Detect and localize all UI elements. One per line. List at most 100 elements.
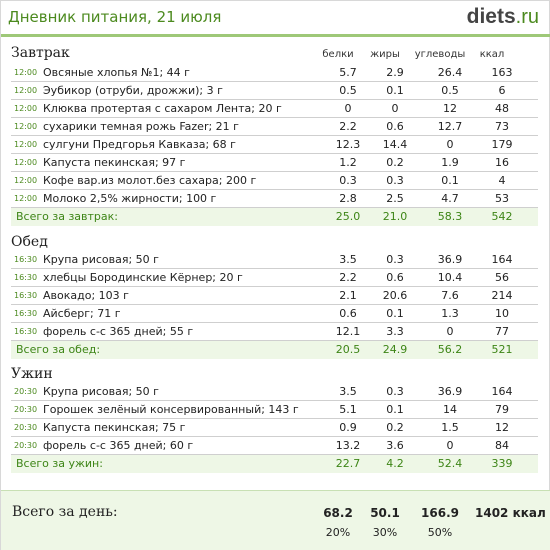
food-fat: 0.1	[386, 307, 404, 320]
food-fat: 0.1	[386, 84, 404, 97]
food-fat: 0.1	[386, 403, 404, 416]
food-kcal: 179	[491, 138, 513, 151]
column-header-carbs: углеводы	[414, 49, 466, 60]
food-row[interactable]: 12:00 Кофе вар.из молот.без сахара; 200 …	[11, 172, 538, 190]
total-fat: 4.2	[386, 457, 404, 470]
food-time: 12:00	[14, 176, 38, 185]
food-row[interactable]: 20:30 форель с-с 365 дней; 60 г 13.2 3.6…	[11, 437, 538, 455]
food-fat: 0.6	[386, 120, 404, 133]
food-row[interactable]: 12:00 сухарики темная рожь Fazer; 21 г 2…	[11, 118, 538, 136]
food-carbs: 14	[443, 403, 457, 416]
total-protein: 20.5	[335, 343, 361, 356]
food-kcal: 163	[491, 66, 513, 79]
food-row[interactable]: 12:00 сулгуни Предгорья Кавказа; 68 г 12…	[11, 136, 538, 154]
food-carbs: 0	[446, 325, 454, 338]
meal-title-lunch: Обед	[11, 234, 48, 250]
food-name[interactable]: Капуста пекинская; 97 г	[43, 156, 186, 169]
food-time: 12:00	[14, 194, 38, 203]
food-name[interactable]: Эубикор (отруби, дрожжи); 3 г	[43, 84, 223, 97]
food-kcal: 56	[495, 271, 509, 284]
food-protein: 12.1	[335, 325, 361, 338]
food-row[interactable]: 16:30 Айсберг; 71 г 0.6 0.1 1.3 10	[11, 305, 538, 323]
food-fat: 2.9	[386, 66, 404, 79]
food-row[interactable]: 20:30 Горошек зелёный консервированный; …	[11, 401, 538, 419]
food-kcal: 6	[498, 84, 506, 97]
food-name[interactable]: Айсберг; 71 г	[43, 307, 121, 320]
food-name[interactable]: Авокадо; 103 г	[43, 289, 129, 302]
food-protein: 3.5	[339, 253, 357, 266]
food-fat: 0.2	[386, 421, 404, 434]
food-fat: 2.5	[386, 192, 404, 205]
food-carbs: 36.9	[437, 253, 463, 266]
food-name[interactable]: Крупа рисовая; 50 г	[43, 385, 159, 398]
food-protein: 3.5	[339, 385, 357, 398]
food-protein: 1.2	[339, 156, 357, 169]
column-header-fat: жиры	[370, 49, 400, 60]
total-protein: 22.7	[335, 457, 361, 470]
food-row[interactable]: 16:30 Авокадо; 103 г 2.1 20.6 7.6 214	[11, 287, 538, 305]
food-time: 12:00	[14, 122, 38, 131]
day-total-protein: 68.2	[323, 506, 353, 520]
meal-total-lunch: Всего за обед: 20.5 24.9 56.2 521	[11, 341, 538, 359]
food-protein: 0	[344, 102, 352, 115]
food-kcal: 10	[495, 307, 509, 320]
food-time: 16:30	[14, 255, 38, 264]
food-protein: 0.3	[339, 174, 357, 187]
food-carbs: 4.7	[441, 192, 459, 205]
food-fat: 0.3	[386, 385, 404, 398]
food-kcal: 73	[495, 120, 509, 133]
food-row[interactable]: 12:00 Клюква протертая с сахаром Лента; …	[11, 100, 538, 118]
food-row[interactable]: 20:30 Капуста пекинская; 75 г 0.9 0.2 1.…	[11, 419, 538, 437]
total-carbs: 56.2	[437, 343, 463, 356]
food-kcal: 164	[491, 385, 513, 398]
food-protein: 5.7	[339, 66, 357, 79]
food-name[interactable]: Молоко 2,5% жирности; 100 г	[43, 192, 217, 205]
food-name[interactable]: форель с-с 365 дней; 60 г	[43, 439, 194, 452]
food-name[interactable]: Крупа рисовая; 50 г	[43, 253, 159, 266]
day-carbs-percent: 50%	[427, 526, 453, 539]
food-kcal: 77	[495, 325, 509, 338]
food-time: 12:00	[14, 68, 38, 77]
food-fat: 0.3	[386, 174, 404, 187]
food-row[interactable]: 20:30 Крупа рисовая; 50 г 3.5 0.3 36.9 1…	[11, 383, 538, 401]
food-fat: 20.6	[382, 289, 408, 302]
food-protein: 2.2	[339, 271, 357, 284]
food-row[interactable]: 12:00 Капуста пекинская; 97 г 1.2 0.2 1.…	[11, 154, 538, 172]
food-protein: 2.2	[339, 120, 357, 133]
food-name[interactable]: хлебцы Бородинские Кёрнер; 20 г	[43, 271, 243, 284]
total-carbs: 58.3	[437, 210, 463, 223]
food-name[interactable]: Кофе вар.из молот.без сахара; 200 г	[43, 174, 257, 187]
food-carbs: 26.4	[437, 66, 463, 79]
page-title: Дневник питания, 21 июля	[8, 8, 222, 26]
food-name[interactable]: Клюква протертая с сахаром Лента; 20 г	[43, 102, 282, 115]
food-carbs: 0	[446, 138, 454, 151]
food-row[interactable]: 16:30 форель с-с 365 дней; 55 г 12.1 3.3…	[11, 323, 538, 341]
food-row[interactable]: 12:00 Молоко 2,5% жирности; 100 г 2.8 2.…	[11, 190, 538, 208]
total-fat: 21.0	[382, 210, 408, 223]
food-kcal: 48	[495, 102, 509, 115]
food-protein: 13.2	[335, 439, 361, 452]
food-row[interactable]: 16:30 хлебцы Бородинские Кёрнер; 20 г 2.…	[11, 269, 538, 287]
food-time: 20:30	[14, 441, 38, 450]
meal-title-breakfast: Завтрак	[11, 45, 70, 61]
food-name[interactable]: Горошек зелёный консервированный; 143 г	[43, 403, 299, 416]
food-protein: 5.1	[339, 403, 357, 416]
site-logo[interactable]: diets.ru	[467, 5, 539, 29]
food-protein: 0.6	[339, 307, 357, 320]
meal-total-breakfast: Всего за завтрак: 25.0 21.0 58.3 542	[11, 208, 538, 226]
food-name[interactable]: форель с-с 365 дней; 55 г	[43, 325, 194, 338]
food-name[interactable]: сухарики темная рожь Fazer; 21 г	[43, 120, 239, 133]
food-fat: 3.6	[386, 439, 404, 452]
food-time: 20:30	[14, 387, 38, 396]
food-row[interactable]: 16:30 Крупа рисовая; 50 г 3.5 0.3 36.9 1…	[11, 251, 538, 269]
food-name[interactable]: сулгуни Предгорья Кавказа; 68 г	[43, 138, 236, 151]
logo-main: diets	[466, 5, 516, 28]
food-row[interactable]: 12:00 Овсяные хлопья №1; 44 г 5.7 2.9 26…	[11, 64, 538, 82]
food-row[interactable]: 12:00 Эубикор (отруби, дрожжи); 3 г 0.5 …	[11, 82, 538, 100]
meal-total-label: Всего за обед:	[16, 343, 101, 356]
food-time: 16:30	[14, 273, 38, 282]
food-fat: 0	[391, 102, 399, 115]
food-name[interactable]: Овсяные хлопья №1; 44 г	[43, 66, 190, 79]
food-name[interactable]: Капуста пекинская; 75 г	[43, 421, 186, 434]
